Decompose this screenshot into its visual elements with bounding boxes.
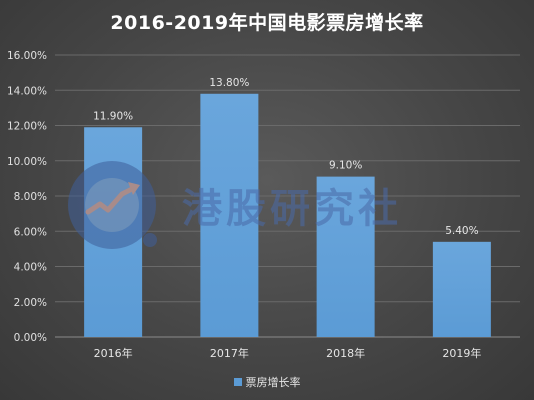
legend-label: 票房增长率: [246, 376, 301, 389]
x-tick-label: 2019年: [442, 346, 481, 360]
x-tick-label: 2016年: [94, 346, 133, 360]
watermark-logo-dot: [143, 233, 157, 247]
legend: 票房增长率: [0, 374, 534, 390]
x-tick-label: 2017年: [210, 346, 249, 360]
bar: [433, 242, 491, 337]
x-tick-label: 2018年: [326, 346, 365, 360]
y-tick-label: 0.00%: [14, 332, 47, 344]
data-label: 5.40%: [445, 225, 478, 237]
y-tick-label: 8.00%: [14, 191, 47, 203]
watermark-text: 港股研究社: [182, 186, 402, 232]
y-tick-label: 12.00%: [7, 121, 47, 133]
y-tick-label: 14.00%: [7, 85, 47, 97]
data-label: 9.10%: [329, 160, 362, 172]
data-label: 11.90%: [93, 110, 133, 122]
y-tick-label: 6.00%: [14, 226, 47, 238]
y-tick-label: 2.00%: [14, 297, 47, 309]
y-tick-label: 4.00%: [14, 262, 47, 274]
legend-swatch: [234, 378, 242, 386]
y-tick-label: 10.00%: [7, 156, 47, 168]
data-label: 13.80%: [209, 77, 249, 89]
y-tick-label: 16.00%: [7, 50, 47, 62]
